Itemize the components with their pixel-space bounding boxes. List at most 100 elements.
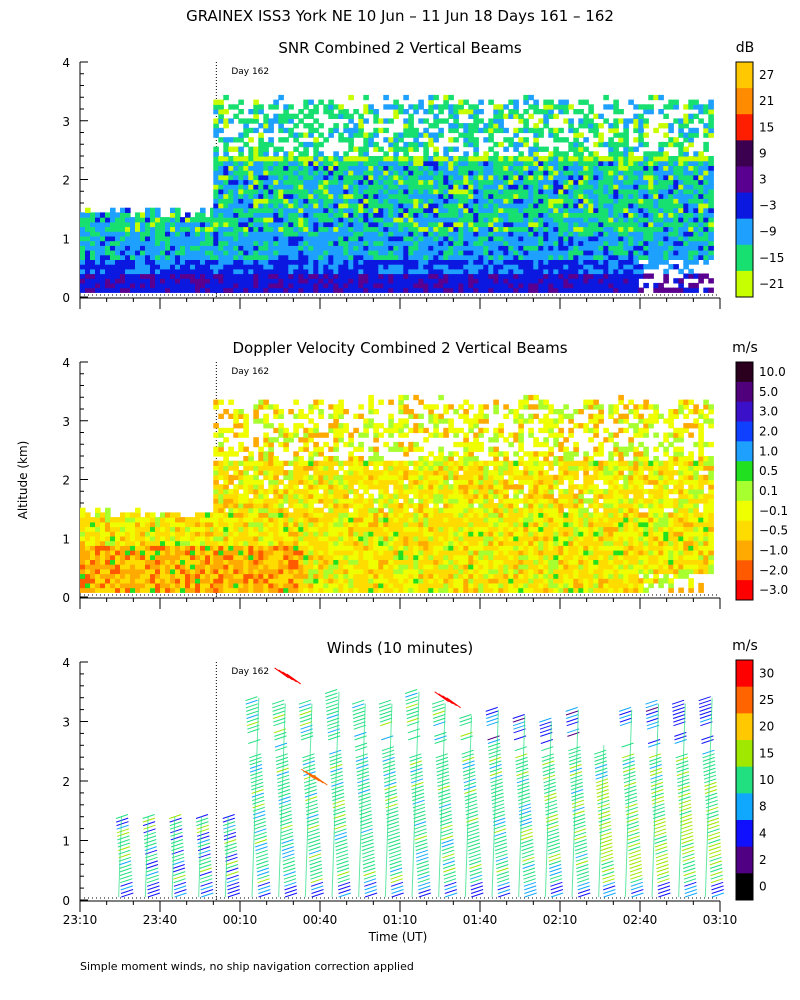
heatmap-cell bbox=[578, 264, 584, 270]
heatmap-cell bbox=[398, 235, 404, 242]
heatmap-cell bbox=[90, 235, 96, 242]
heatmap-cell bbox=[613, 156, 619, 162]
heatmap-cell bbox=[428, 94, 434, 101]
heatmap-cell bbox=[513, 188, 519, 195]
heatmap-cell bbox=[638, 212, 644, 218]
heatmap-cell bbox=[155, 259, 161, 265]
heatmap-cell bbox=[533, 264, 539, 270]
heatmap-cell bbox=[120, 559, 126, 565]
heatmap-cell bbox=[648, 245, 654, 251]
heatmap-cell bbox=[213, 123, 219, 129]
heatmap-cell bbox=[213, 550, 219, 556]
heatmap-cell bbox=[185, 521, 191, 528]
heatmap-cell bbox=[578, 165, 584, 171]
heatmap-cell bbox=[353, 156, 359, 162]
heatmap-cell bbox=[353, 217, 359, 223]
heatmap-cell bbox=[145, 221, 151, 228]
heatmap-cell bbox=[418, 118, 424, 124]
heatmap-cell bbox=[85, 282, 91, 289]
heatmap-cell bbox=[353, 254, 359, 260]
heatmap-cell bbox=[125, 559, 131, 565]
heatmap-cell bbox=[233, 512, 239, 518]
heatmap-cell bbox=[140, 235, 146, 242]
heatmap-cell bbox=[688, 259, 694, 265]
heatmap-cell bbox=[170, 259, 176, 265]
heatmap-cell bbox=[643, 156, 649, 162]
heatmap-cell bbox=[468, 245, 474, 251]
heatmap-cell bbox=[708, 156, 714, 162]
heatmap-cell bbox=[248, 165, 254, 171]
heatmap-cell bbox=[538, 170, 544, 176]
heatmap-cell bbox=[568, 188, 574, 195]
heatmap-cell bbox=[105, 259, 111, 265]
heatmap-cell bbox=[593, 207, 599, 213]
heatmap-cell bbox=[135, 212, 141, 218]
heatmap-cell bbox=[228, 273, 234, 279]
heatmap-cell bbox=[258, 254, 264, 260]
heatmap-cell bbox=[313, 235, 319, 242]
heatmap-cell bbox=[253, 170, 259, 176]
heatmap-cell bbox=[603, 193, 609, 199]
heatmap-cell bbox=[608, 137, 614, 143]
heatmap-cell bbox=[423, 193, 429, 199]
heatmap-cell bbox=[228, 221, 234, 228]
heatmap-cell bbox=[578, 141, 584, 148]
heatmap-cell bbox=[145, 531, 151, 537]
heatmap-cell bbox=[135, 535, 141, 542]
heatmap-cell bbox=[418, 221, 424, 228]
heatmap-cell bbox=[228, 165, 234, 171]
heatmap-cell bbox=[223, 268, 229, 275]
heatmap-cell bbox=[643, 240, 649, 246]
heatmap-cell bbox=[483, 203, 489, 209]
heatmap-cell bbox=[663, 188, 669, 195]
heatmap-cell bbox=[518, 137, 524, 143]
heatmap-cell bbox=[378, 179, 384, 185]
heatmap-cell bbox=[518, 179, 524, 185]
heatmap-cell bbox=[85, 517, 91, 523]
heatmap-cell bbox=[213, 488, 219, 495]
heatmap-cell bbox=[598, 170, 604, 176]
heatmap-cell bbox=[110, 587, 116, 593]
heatmap-cell bbox=[433, 174, 439, 181]
heatmap-cell bbox=[328, 235, 334, 242]
heatmap-cell bbox=[413, 184, 419, 190]
heatmap-cell bbox=[363, 273, 369, 279]
heatmap-cell bbox=[243, 587, 249, 593]
heatmap-cell bbox=[433, 113, 439, 119]
heatmap-cell bbox=[213, 535, 219, 542]
heatmap-cell bbox=[538, 174, 544, 181]
heatmap-cell bbox=[468, 254, 474, 260]
heatmap-cell bbox=[293, 184, 299, 190]
heatmap-cell bbox=[140, 245, 146, 251]
heatmap-cell bbox=[278, 250, 284, 256]
heatmap-cell bbox=[115, 545, 121, 551]
heatmap-cell bbox=[298, 231, 304, 237]
heatmap-cell bbox=[643, 188, 649, 195]
heatmap-cell bbox=[388, 259, 394, 265]
heatmap-cell bbox=[693, 174, 699, 181]
heatmap-cell bbox=[583, 198, 589, 204]
heatmap-cell bbox=[558, 165, 564, 171]
heatmap-cell bbox=[238, 188, 244, 195]
heatmap-cell bbox=[268, 184, 274, 190]
heatmap-cell bbox=[468, 235, 474, 242]
heatmap-cell bbox=[588, 188, 594, 195]
heatmap-cell bbox=[248, 456, 254, 462]
heatmap-cell bbox=[205, 264, 211, 270]
heatmap-cell bbox=[243, 413, 249, 419]
heatmap-cell bbox=[453, 184, 459, 190]
heatmap-cell bbox=[378, 174, 384, 181]
heatmap-cell bbox=[228, 254, 234, 260]
heatmap-cell bbox=[318, 287, 324, 293]
heatmap-cell bbox=[273, 221, 279, 228]
heatmap-cell bbox=[508, 282, 514, 289]
heatmap-cell bbox=[175, 540, 181, 546]
heatmap-cell bbox=[368, 250, 374, 256]
heatmap-cell bbox=[223, 250, 229, 256]
heatmap-cell bbox=[668, 123, 674, 129]
heatmap-cell bbox=[358, 250, 364, 256]
heatmap-cell bbox=[248, 568, 254, 575]
heatmap-cell bbox=[623, 198, 629, 204]
heatmap-cell bbox=[408, 160, 414, 166]
heatmap-cell bbox=[548, 259, 554, 265]
